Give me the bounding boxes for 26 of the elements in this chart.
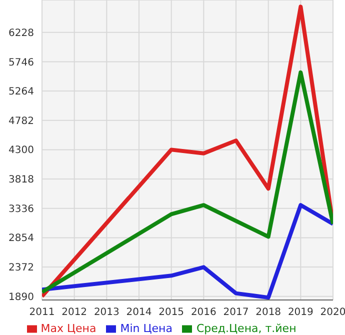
line-series — [42, 4, 333, 298]
y-tick-label: 4782 — [8, 116, 34, 127]
y-tick-label: 4300 — [8, 145, 34, 156]
x-tick-label: 2011 — [29, 307, 55, 318]
x-tick-label: 2013 — [94, 307, 120, 318]
legend-label: Max Цена — [40, 322, 96, 335]
y-tick-label: 6228 — [8, 28, 34, 39]
x-tick-label: 2012 — [62, 307, 88, 318]
y-tick-label: 3336 — [8, 204, 34, 215]
line-series — [42, 203, 333, 300]
x-tick-label: 2017 — [223, 307, 249, 318]
y-tick-label: 3818 — [8, 174, 34, 186]
line-series — [42, 70, 333, 294]
x-tick-label: 2016 — [190, 307, 216, 318]
x-tick-label: 2014 — [126, 307, 152, 318]
y-tick-label: 2854 — [8, 233, 34, 244]
x-tick-label: 2020 — [320, 307, 345, 318]
y-tick-label: 1890 — [8, 292, 34, 303]
x-tick-label: 2018 — [256, 307, 282, 318]
legend-label: Min Цена — [120, 322, 172, 335]
x-tick-label: 2019 — [288, 307, 314, 318]
y-tick-label: 5746 — [8, 57, 34, 68]
y-tick-label: 2372 — [8, 262, 34, 274]
legend-label: Сред.Цена, т.йен — [196, 322, 296, 335]
x-tick-label: 2015 — [158, 307, 184, 318]
y-tick-label: 5264 — [8, 86, 34, 98]
